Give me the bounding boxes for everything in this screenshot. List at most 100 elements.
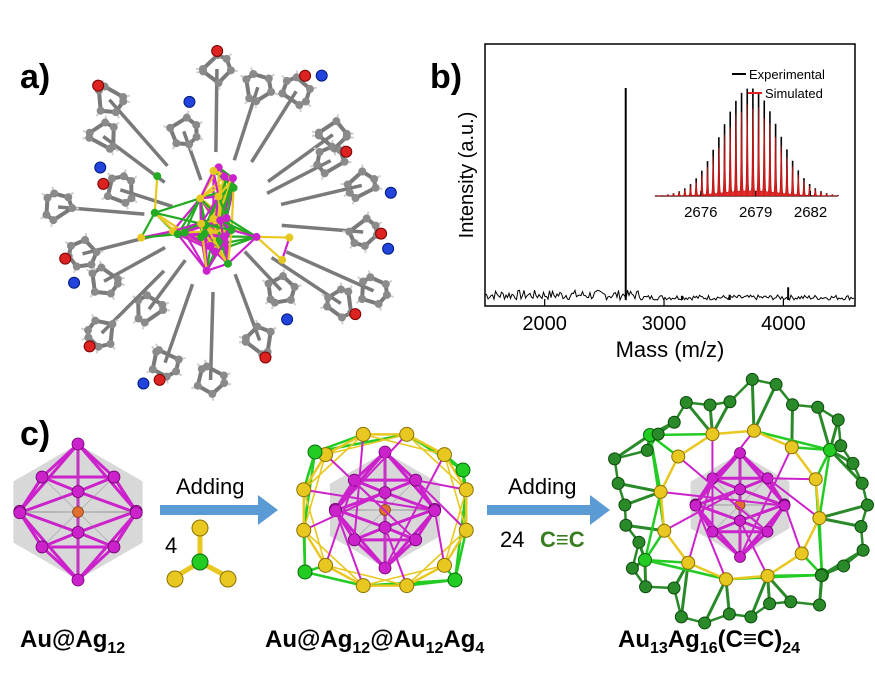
oxygen-atom bbox=[299, 69, 312, 82]
x-tick-label: 2000 bbox=[522, 313, 567, 335]
ag-atom bbox=[13, 506, 27, 520]
ag-atom bbox=[107, 470, 121, 484]
carbon-atom bbox=[834, 439, 848, 453]
au-shell-atom bbox=[355, 578, 371, 594]
nitrogen-atom bbox=[384, 186, 397, 199]
ag-atom bbox=[71, 437, 85, 451]
nitrogen-atom bbox=[137, 377, 150, 390]
carbon-atom bbox=[667, 581, 681, 595]
ag-atom bbox=[71, 485, 85, 499]
carbon-atom bbox=[667, 415, 681, 429]
carbon-atom bbox=[745, 372, 759, 386]
legend-experimental: Experimental bbox=[749, 67, 825, 82]
au-shell-atom bbox=[355, 426, 371, 442]
oxygen-atom bbox=[153, 373, 166, 386]
inset-x-ticks: 2676 2679 2682 bbox=[684, 191, 827, 221]
nitrogen-atom bbox=[315, 69, 328, 82]
au-shell-atom bbox=[681, 555, 696, 570]
au-shell-atom bbox=[784, 440, 799, 455]
oxygen-atom bbox=[211, 44, 224, 57]
au-shell-atom bbox=[746, 423, 761, 438]
au-shell-atom bbox=[719, 572, 734, 587]
carbon-atom bbox=[640, 443, 654, 457]
arrow-step-1 bbox=[160, 495, 278, 525]
au-shell-atom bbox=[436, 557, 452, 573]
panel-label-c: c) bbox=[20, 415, 51, 453]
carbon-atom bbox=[618, 498, 632, 512]
au-shell-atom bbox=[399, 426, 415, 442]
oxygen-atom bbox=[259, 351, 272, 364]
ag-cap-atom bbox=[638, 553, 652, 567]
au-shell-atom bbox=[808, 472, 823, 487]
au-shell-atom bbox=[436, 447, 452, 463]
x-tick-label: 4000 bbox=[761, 313, 806, 335]
au-shell-atom bbox=[705, 427, 720, 442]
ag-atom bbox=[35, 470, 49, 484]
carbon-atom bbox=[855, 476, 869, 490]
carbon-atom bbox=[698, 616, 712, 630]
au4ag-fragment-icon bbox=[166, 519, 237, 588]
carbon-atom bbox=[814, 568, 828, 582]
carbon-atom bbox=[811, 400, 825, 414]
au-shell-atom bbox=[653, 484, 668, 499]
carbon-atom bbox=[763, 597, 777, 611]
carbon-atom bbox=[639, 580, 653, 594]
nitrogen-atom bbox=[68, 276, 81, 289]
ag-atom bbox=[71, 526, 85, 539]
carbon-atom bbox=[611, 476, 625, 490]
au-shell-atom bbox=[296, 482, 312, 498]
oxygen-atom bbox=[97, 177, 110, 190]
x-tick-label: 3000 bbox=[642, 313, 687, 335]
spectrum-trace bbox=[484, 88, 855, 302]
carbon-atom bbox=[786, 398, 800, 412]
carbon-atom bbox=[860, 498, 874, 512]
au-shell-atom bbox=[671, 449, 686, 464]
carbon-atom bbox=[813, 598, 827, 612]
nitrogen-atom bbox=[382, 242, 395, 255]
cluster-au13ag16 bbox=[608, 372, 874, 630]
legend-simulated: Simulated bbox=[765, 86, 823, 101]
inset-x-tick-label: 2676 bbox=[684, 204, 717, 221]
au-shell-atom bbox=[794, 546, 809, 561]
step2-count: 24 bbox=[500, 527, 525, 552]
carbon-atom bbox=[608, 452, 622, 466]
step1-count: 4 bbox=[165, 533, 178, 558]
au-shell-atom bbox=[458, 522, 474, 538]
carbon-atom bbox=[619, 518, 633, 532]
oxygen-atom bbox=[349, 308, 362, 321]
oxygen-atom bbox=[340, 145, 353, 158]
carbon-atom bbox=[831, 413, 845, 427]
ag-atom bbox=[71, 573, 85, 587]
ag-cap-atom bbox=[455, 462, 471, 478]
carbon-atom bbox=[632, 535, 646, 549]
arrow-step-2 bbox=[487, 495, 610, 525]
chart-frame bbox=[484, 43, 856, 307]
inset-x-tick-label: 2682 bbox=[794, 204, 827, 221]
caption-left: Au@Ag12 bbox=[20, 626, 126, 657]
ag-cap-atom bbox=[307, 444, 323, 460]
carbon-atom bbox=[674, 610, 688, 624]
carbon-atom bbox=[679, 395, 693, 409]
oxygen-atom bbox=[92, 79, 105, 92]
y-axis-label: Intensity (a.u.) bbox=[456, 112, 478, 239]
nitrogen-atom bbox=[183, 95, 196, 108]
carbon-atom bbox=[625, 561, 639, 575]
ag-cap-atom bbox=[447, 572, 463, 588]
au-shell-atom bbox=[318, 557, 334, 573]
carbon-atom bbox=[856, 543, 870, 557]
nitrogen-atom bbox=[281, 313, 294, 326]
icosahedron-au-ag12 bbox=[13, 437, 143, 587]
x-axis-ticks: 2000 3000 4000 bbox=[522, 299, 806, 335]
caption-middle: Au@Ag12@Au12Ag4 bbox=[265, 626, 485, 657]
carbon-atom bbox=[784, 595, 798, 609]
cluster-au-ag12-au12ag4 bbox=[296, 426, 474, 594]
au-core-atom bbox=[72, 506, 84, 518]
ag-atom bbox=[107, 540, 121, 554]
inset-simulated-curve bbox=[654, 103, 839, 197]
ag-cap-atom bbox=[297, 564, 313, 580]
carbon-atom bbox=[744, 610, 758, 624]
au-shell-atom bbox=[296, 522, 312, 538]
